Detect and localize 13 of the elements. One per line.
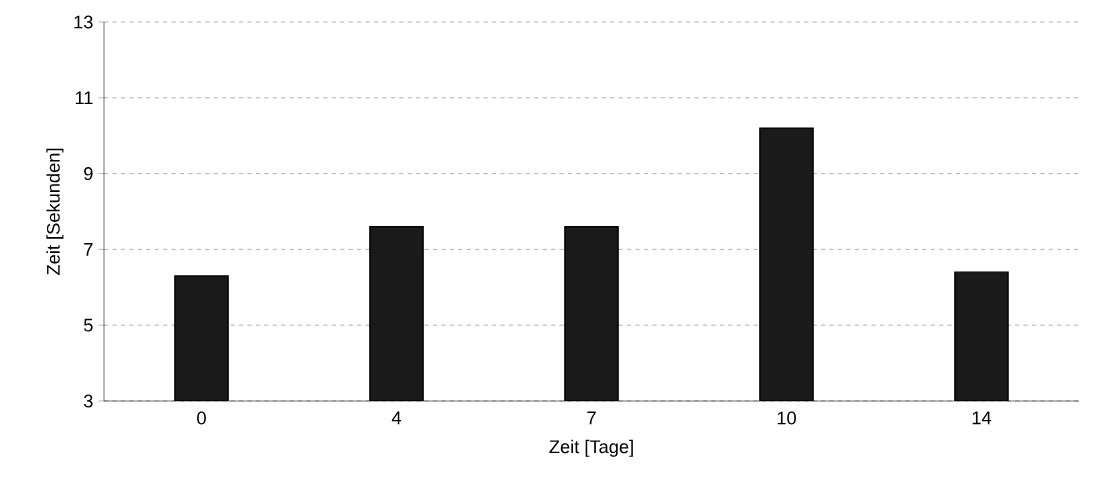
y-tick-label: 3 [83, 394, 93, 408]
y-tick-label: 9 [84, 167, 93, 181]
x-tick-label: 7 [587, 411, 596, 425]
y-tick-label: 11 [75, 91, 93, 105]
y-tick-label: 5 [83, 318, 93, 332]
y-tick-label: 13 [74, 15, 93, 29]
x-axis-title: Zeit [Tage] [549, 439, 633, 457]
x-tick-label: 0 [197, 411, 206, 425]
x-tick-label: 14 [972, 411, 992, 425]
y-axis-title: Zeit [Sekunden] [46, 148, 64, 275]
x-tick-label: 10 [777, 411, 796, 425]
y-tick-label: 7 [84, 243, 93, 256]
x-tick-label: 4 [391, 411, 402, 425]
